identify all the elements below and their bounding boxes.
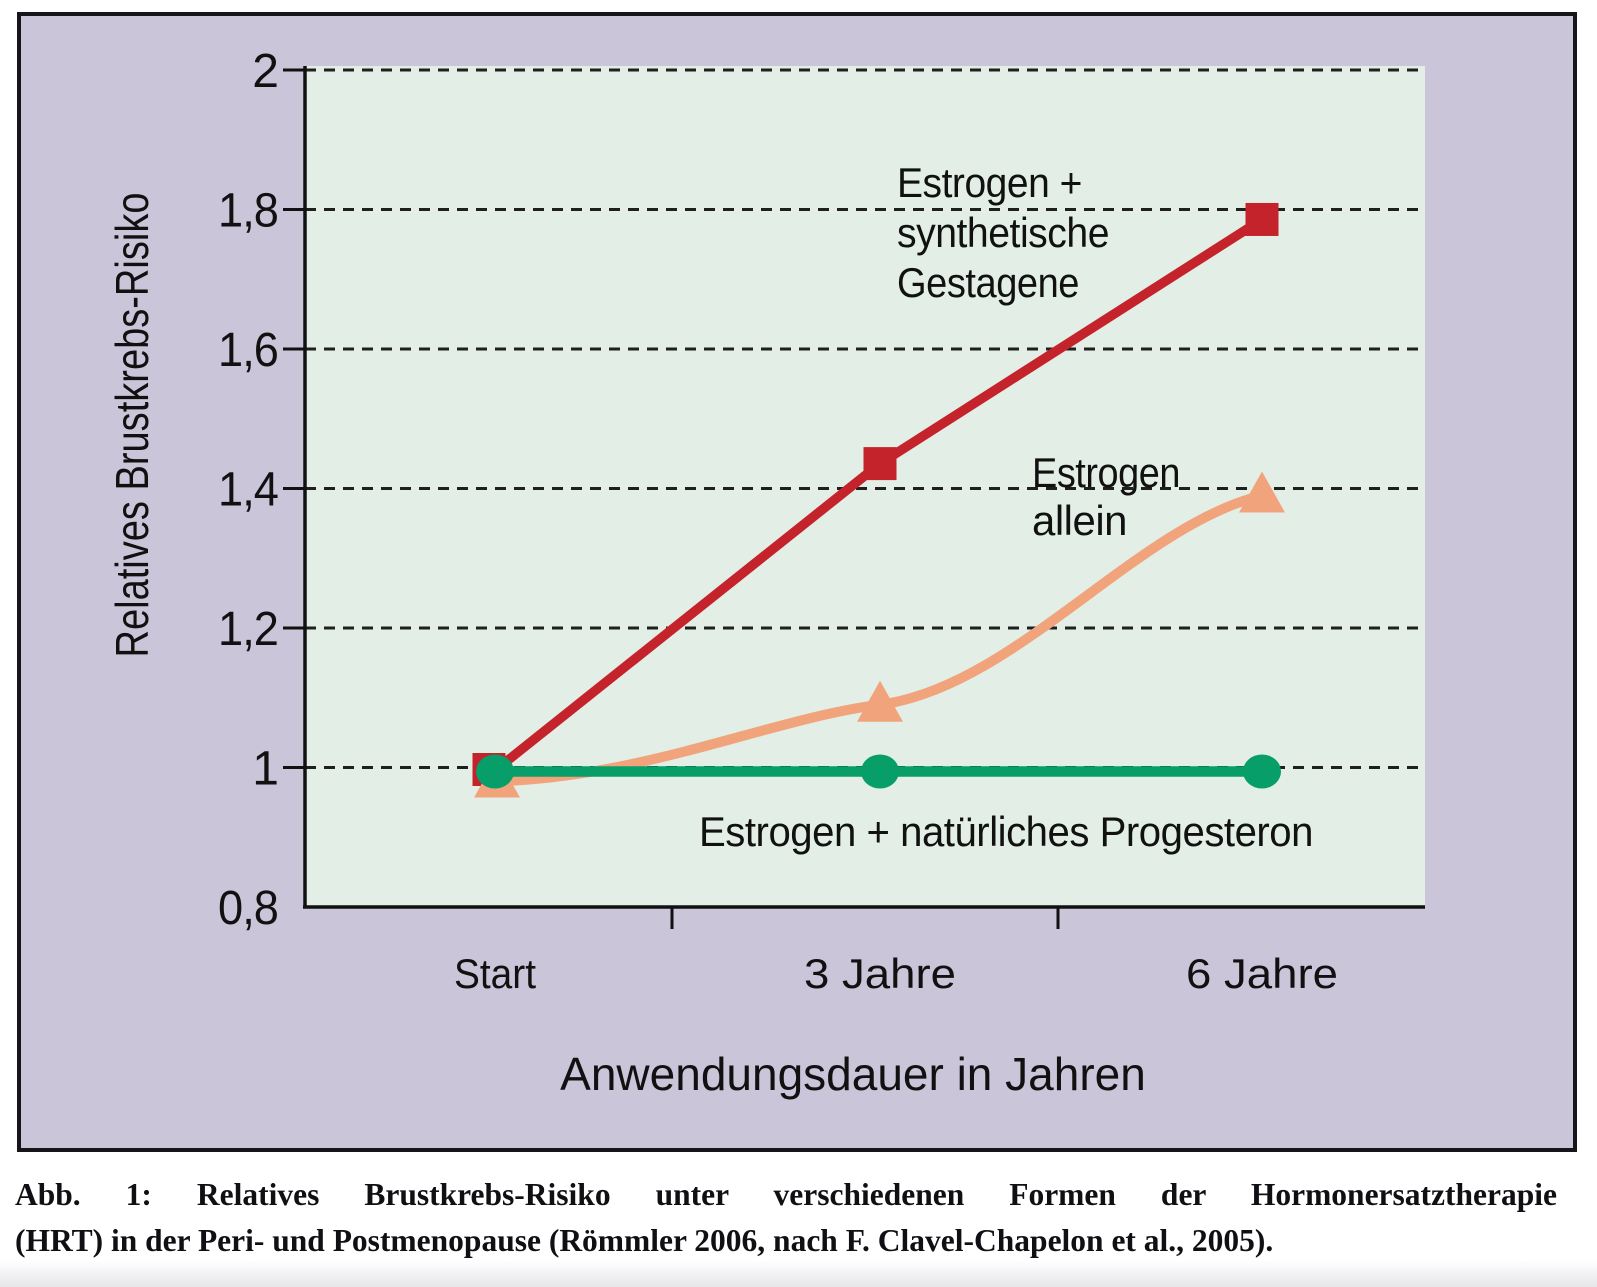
marker-circle-6jahre: [1243, 754, 1281, 789]
x-tick-label-3 Jahre: 3 Jahre: [804, 950, 956, 997]
marker-square-6jahre: [1245, 202, 1279, 236]
gridline-layer: 2 1,8 1,6 1,4 1,2 1 0,8: [218, 45, 1425, 935]
y-tick-label-1,2: 1,2: [218, 603, 278, 656]
y-tick-label-1,6: 1,6: [218, 324, 278, 377]
marker-square-3jahre: [863, 447, 897, 481]
page-bottom-shading: [0, 1260, 1597, 1287]
risk-chart: 2 1,8 1,6 1,4 1,2 1 0,8 Start 3 Jahre 6 Jahre An…: [17, 12, 1577, 1152]
y-tick-label-1,4: 1,4: [218, 464, 278, 517]
label-estrogen-natuerliches-progesteron: Estrogen + natürliches Progesteron: [699, 808, 1313, 855]
x-tick-label-Start: Start: [454, 950, 536, 997]
x-tick-label-6 Jahre: 6 Jahre: [1186, 950, 1338, 997]
x-label-layer: Start 3 Jahre 6 Jahre: [454, 950, 1338, 997]
label-estrogen-allein-line2: allein: [1032, 497, 1127, 544]
marker-circle-3jahre: [861, 754, 899, 789]
y-tick-label-0,8: 0,8: [218, 882, 278, 935]
marker-triangle-3jahre: [857, 680, 903, 722]
x-axis-title: Anwendungsdauer in Jahren: [560, 1048, 1146, 1100]
marker-triangle-6jahre: [1239, 471, 1285, 513]
figure-caption-line1: Abb. 1: Relatives Brustkrebs-Risiko unte…: [15, 1177, 1557, 1212]
series-layer: [472, 202, 1285, 798]
figure-caption: Abb. 1: Relatives Brustkrebs-Risiko unte…: [15, 1172, 1557, 1264]
y-tick-label-1: 1: [252, 743, 278, 796]
label-estrogen-synthetische-gestagene-line2: synthetische: [897, 209, 1109, 256]
y-axis-title: Relatives Brustkrebs-Risiko: [106, 192, 158, 657]
label-estrogen-synthetische-gestagene-line1: Estrogen +: [897, 159, 1082, 206]
y-tick-label-1,8: 1,8: [218, 185, 278, 238]
marker-circle-start: [476, 754, 514, 789]
label-estrogen-allein-line1: Estrogen: [1032, 449, 1180, 496]
figure-caption-line2: (HRT) in der Peri- und Postmenopause (Rö…: [15, 1223, 1274, 1258]
y-tick-label-2: 2: [252, 45, 278, 98]
label-estrogen-synthetische-gestagene-line3: Gestagene: [897, 259, 1079, 306]
